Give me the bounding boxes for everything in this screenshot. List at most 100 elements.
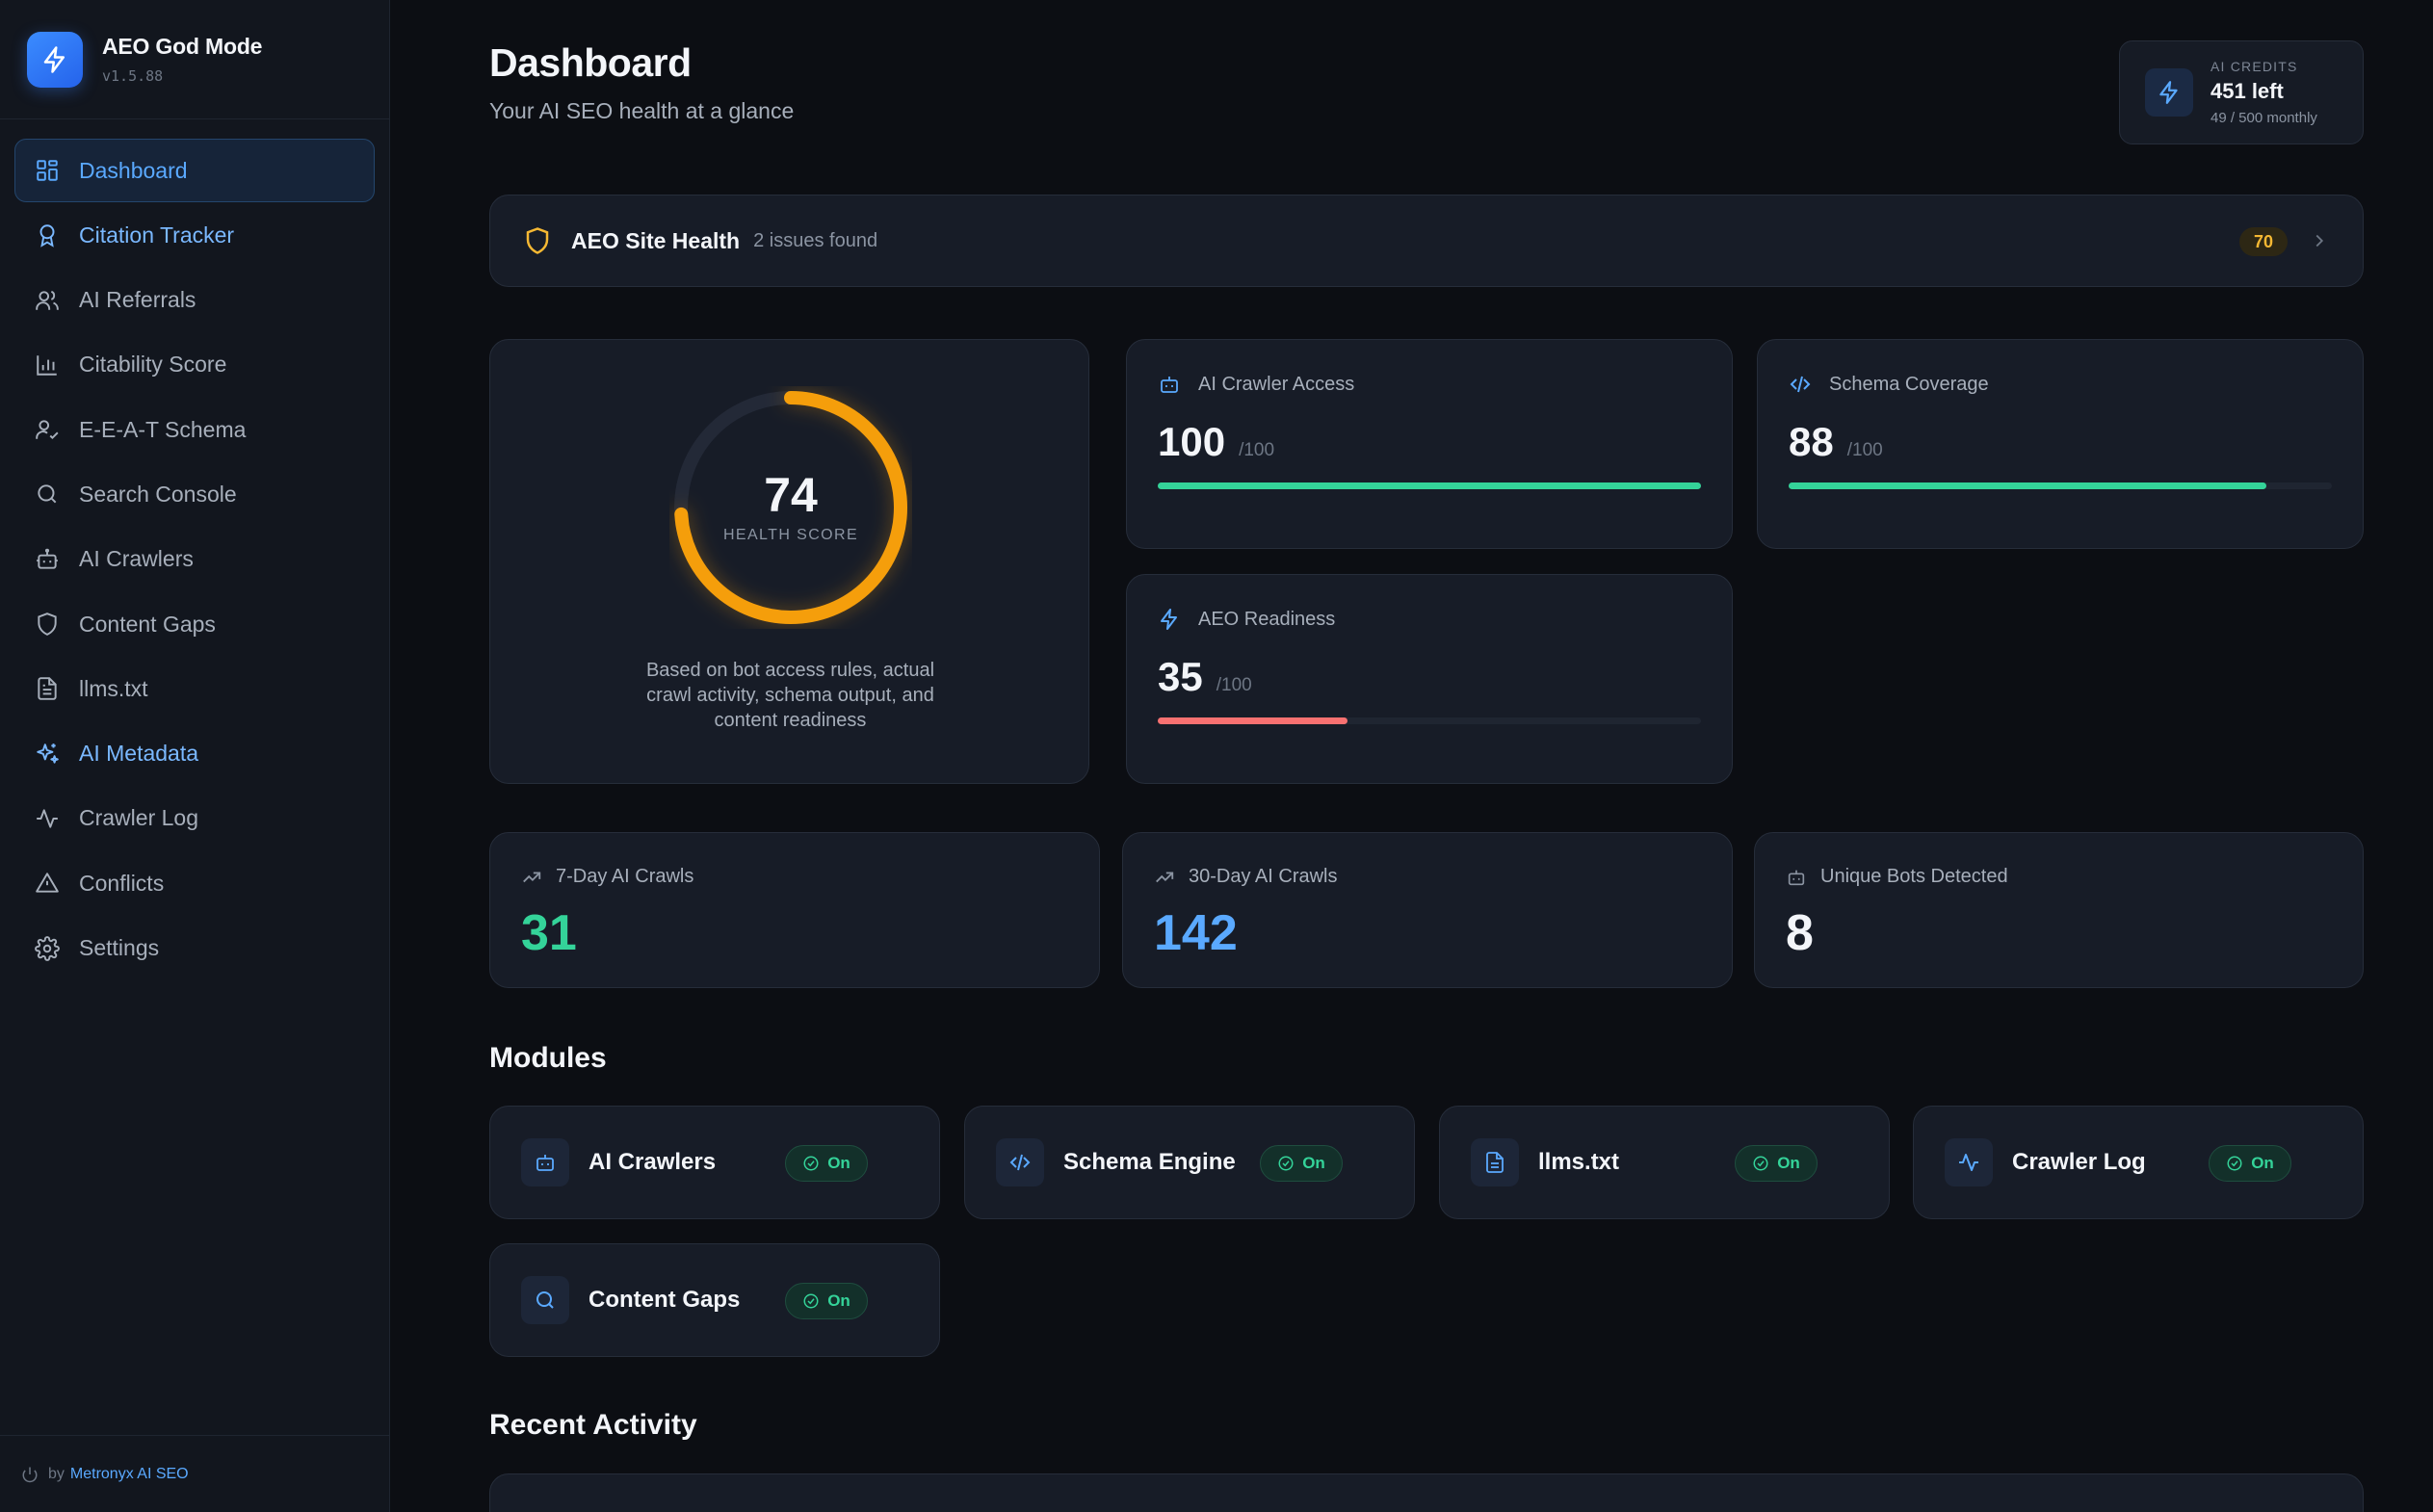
sidebar-item-label: E-E-A-T Schema	[79, 416, 247, 442]
gear-icon	[35, 935, 60, 961]
app-logo[interactable]	[27, 31, 83, 88]
page-subtitle: Your AI SEO health at a glance	[489, 98, 795, 123]
sidebar-item-label: Settings	[79, 935, 160, 961]
progress-fill	[1158, 717, 1348, 724]
footer-link[interactable]: Metronyx AI SEO	[69, 1465, 189, 1482]
sidebar-item-ai-metadata[interactable]: AI Metadata	[14, 722, 375, 786]
award-icon	[39, 224, 55, 248]
search-icon	[536, 1291, 554, 1309]
sidebar-item-label: Dashboard	[79, 157, 188, 183]
app-name: AEO God Mode	[102, 34, 263, 59]
recent-activity-title: Recent Activity	[489, 1409, 697, 1441]
sidebar-item-label: Crawler Log	[79, 805, 198, 831]
stat-card-unique-bots: Unique Bots Detected 8	[1754, 832, 2364, 988]
module-icon-box	[521, 1276, 569, 1324]
check-circle-icon	[803, 1156, 819, 1171]
credits-label: AI CREDITS	[2211, 59, 2298, 74]
sidebar-item-citability-score[interactable]: Citability Score	[14, 333, 375, 397]
sidebar-item-crawler-log[interactable]: Crawler Log	[14, 787, 375, 850]
code-icon	[1790, 376, 1811, 393]
sidebar-item-label: AI Metadata	[79, 741, 199, 767]
metric-label: Schema Coverage	[1829, 373, 1989, 395]
search-icon	[38, 484, 57, 504]
metric-denominator: /100	[1239, 440, 1275, 460]
footer-by-text: by	[48, 1465, 65, 1482]
module-card-llms-txt[interactable]: llms.txt On	[1439, 1106, 1890, 1219]
check-circle-icon	[803, 1293, 819, 1309]
sidebar-item-citation-tracker[interactable]: Citation Tracker	[14, 203, 375, 267]
module-status-label: On	[827, 1154, 850, 1172]
module-icon-box	[521, 1138, 569, 1186]
sidebar-footer: by Metronyx AI SEO	[0, 1435, 389, 1512]
check-circle-icon	[1278, 1156, 1294, 1171]
bot-icon	[1788, 870, 1805, 885]
sidebar-item-label: Content Gaps	[79, 611, 216, 637]
module-status-toggle[interactable]: On	[785, 1145, 868, 1182]
module-name: Schema Engine	[1063, 1149, 1236, 1175]
modules-title: Modules	[489, 1042, 607, 1074]
sidebar-item-llms-txt[interactable]: llms.txt	[14, 657, 375, 720]
stat-value: 8	[1786, 905, 1814, 961]
chevron-right-icon[interactable]	[2309, 230, 2330, 251]
sidebar-item-content-gaps[interactable]: Content Gaps	[14, 592, 375, 656]
activity-icon	[37, 809, 58, 828]
site-health-score-badge: 70	[2239, 227, 2288, 256]
module-icon-box	[1945, 1138, 1993, 1186]
module-status-label: On	[1302, 1154, 1325, 1172]
module-status-label: On	[827, 1291, 850, 1310]
module-icon-box	[996, 1138, 1044, 1186]
page-title: Dashboard	[489, 40, 692, 85]
file-text-icon	[38, 677, 57, 701]
sidebar-item-ai-crawlers[interactable]: AI Crawlers	[14, 528, 375, 591]
module-card-schema-engine[interactable]: Schema Engine On	[964, 1106, 1415, 1219]
sidebar-item-search-console[interactable]: Search Console	[14, 462, 375, 526]
brand-header: AEO God Mode v1.5.88	[0, 0, 389, 119]
sidebar-item-conflicts[interactable]: Conflicts	[14, 851, 375, 915]
app-version: v1.5.88	[102, 67, 164, 85]
sidebar-item-ai-referrals[interactable]: AI Referrals	[14, 269, 375, 332]
bar-chart-icon	[37, 355, 57, 376]
module-status-label: On	[2251, 1154, 2274, 1172]
sidebar-item-label: llms.txt	[79, 675, 148, 701]
module-name: llms.txt	[1538, 1149, 1620, 1175]
gauge-arc	[674, 391, 907, 624]
alert-triangle-icon	[36, 873, 59, 893]
module-name: Crawler Log	[2012, 1149, 2146, 1175]
module-card-crawler-log[interactable]: Crawler Log On	[1913, 1106, 2364, 1219]
sidebar-item-eeat-schema[interactable]: E-E-A-T Schema	[14, 398, 375, 461]
module-status-toggle[interactable]: On	[1735, 1145, 1818, 1182]
dashboard-icon	[37, 160, 58, 181]
bot-icon	[37, 548, 58, 569]
shield-icon	[38, 613, 57, 636]
sidebar-nav: Dashboard Citation Tracker AI Referrals …	[0, 119, 389, 980]
site-health-banner[interactable]: AEO Site Health 2 issues found 70	[489, 195, 2364, 287]
sidebar: AEO God Mode v1.5.88 Dashboard Citation …	[0, 0, 390, 1512]
sidebar-item-label: AI Referrals	[79, 287, 196, 313]
shield-icon	[526, 227, 549, 254]
health-score-gauge: 74 HEALTH SCORE	[669, 386, 912, 629]
progress-track	[1158, 482, 1701, 489]
lightning-icon	[2159, 81, 2178, 104]
sidebar-item-label: Search Console	[79, 481, 237, 507]
sidebar-item-settings[interactable]: Settings	[14, 917, 375, 980]
module-status-toggle[interactable]: On	[785, 1283, 868, 1319]
site-health-title: AEO Site Health	[571, 227, 741, 253]
ai-credits-widget[interactable]: AI CREDITS 451 left 49 / 500 monthly	[2119, 40, 2364, 144]
credits-usage: 49 / 500 monthly	[2211, 110, 2317, 126]
metric-value: 35	[1158, 654, 1203, 699]
module-name: Content Gaps	[589, 1287, 741, 1313]
module-card-content-gaps[interactable]: Content Gaps On	[489, 1243, 940, 1357]
module-status-toggle[interactable]: On	[2209, 1145, 2291, 1182]
stat-label: 7-Day AI Crawls	[556, 866, 694, 887]
lightning-icon	[1161, 609, 1177, 630]
progress-track	[1158, 717, 1701, 724]
module-status-toggle[interactable]: On	[1260, 1145, 1343, 1182]
health-score-card: 74 HEALTH SCORE Based on bot access rule…	[489, 339, 1089, 784]
sparkles-icon	[37, 743, 59, 764]
trending-up-icon	[1156, 872, 1174, 882]
metric-denominator: /100	[1846, 440, 1883, 460]
sidebar-item-dashboard[interactable]: Dashboard	[14, 139, 375, 202]
module-card-ai-crawlers[interactable]: AI Crawlers On	[489, 1106, 940, 1219]
credits-value: 451 left	[2211, 79, 2284, 103]
metric-value: 88	[1789, 419, 1834, 464]
